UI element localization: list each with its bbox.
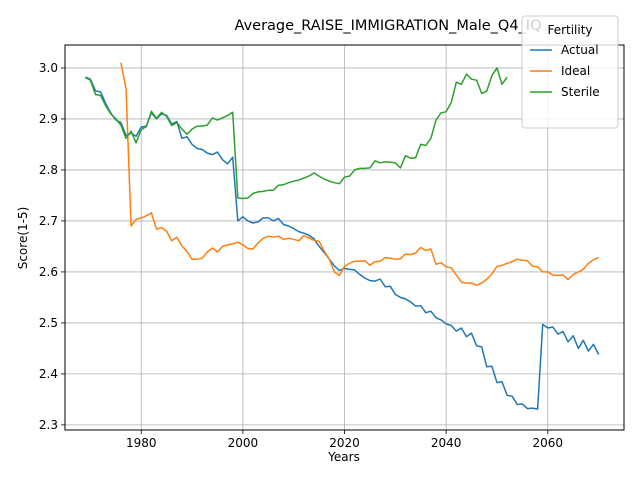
- y-tick-label: 2.5: [39, 316, 58, 330]
- y-tick-label: 2.6: [39, 265, 58, 279]
- y-tick-label: 2.8: [39, 163, 58, 177]
- y-tick-label: 3.0: [39, 61, 58, 75]
- x-axis-label: Years: [327, 450, 360, 464]
- y-axis-label: Score(1-5): [16, 207, 30, 270]
- x-tick-label: 1980: [126, 436, 157, 450]
- legend-label-sterile: Sterile: [561, 85, 600, 99]
- y-tick-label: 2.4: [39, 367, 58, 381]
- legend-label-ideal: Ideal: [561, 64, 590, 78]
- y-tick-label: 2.3: [39, 418, 58, 432]
- x-tick-label: 2020: [329, 436, 360, 450]
- legend: Fertility Actual Ideal Sterile: [522, 16, 618, 128]
- x-tick-label: 2060: [532, 436, 563, 450]
- legend-title: Fertility: [547, 23, 592, 37]
- x-tick-label: 2040: [431, 436, 462, 450]
- x-tick-label: 2000: [228, 436, 259, 450]
- chart-title: Average_RAISE_IMMIGRATION_Male_Q4_IQ: [235, 18, 542, 34]
- legend-label-actual: Actual: [561, 43, 599, 57]
- y-tick-label: 2.7: [39, 214, 58, 228]
- y-tick-label: 2.9: [39, 112, 58, 126]
